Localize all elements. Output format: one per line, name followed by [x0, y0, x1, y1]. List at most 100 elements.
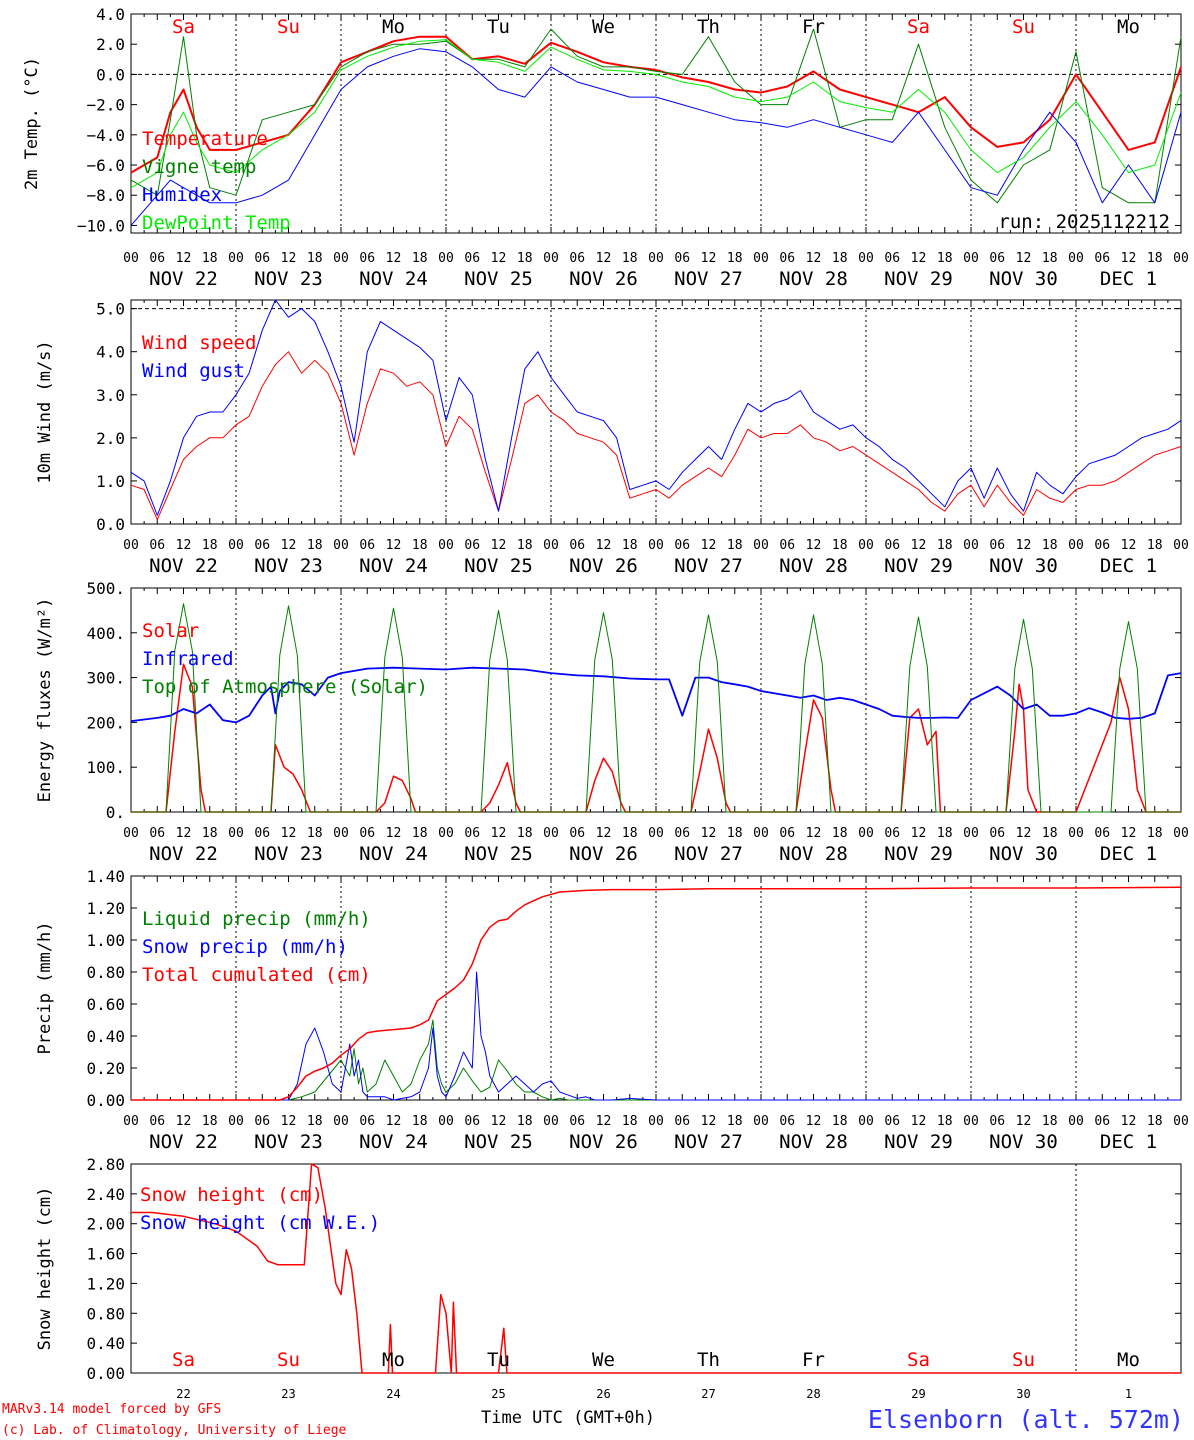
weekday-label: Th [697, 1349, 720, 1371]
hour-tick-label: 18 [517, 538, 533, 553]
hour-tick-label: 00 [1173, 251, 1189, 266]
hour-tick-label: 18 [1042, 251, 1058, 266]
hour-tick-label: 18 [622, 251, 638, 266]
y-tick-label: 5.0 [96, 300, 125, 319]
hour-tick-label: 00 [333, 251, 349, 266]
hour-tick-label: 18 [622, 538, 638, 553]
weekday-label: Sa [907, 1349, 930, 1371]
hour-tick-label: 18 [622, 826, 638, 841]
hour-tick-label: 18 [727, 1114, 743, 1129]
run-label: run: 2025112212 [998, 211, 1170, 233]
hour-tick-label: 12 [1016, 1114, 1032, 1129]
hour-tick-label: 00 [753, 538, 769, 553]
date-label: NOV 24 [359, 843, 428, 865]
hour-tick-label: 06 [989, 538, 1005, 553]
hour-tick-label: 18 [1042, 826, 1058, 841]
panel-4: 1.40 1.20 1.00 0.80 0.60 0.40 0.20 0.00 Precip (… [35, 867, 1189, 1153]
series-line-2 [131, 971, 1181, 1101]
hour-tick-label: 06 [989, 826, 1005, 841]
hour-tick-label: 12 [701, 1114, 717, 1129]
hour-tick-label: 06 [464, 251, 480, 266]
weekday-label: Su [277, 1349, 300, 1371]
hour-tick-label: 12 [386, 251, 402, 266]
date-label: NOV 29 [884, 268, 953, 290]
hour-tick-label: 00 [1173, 1114, 1189, 1129]
hour-tick-label: 00 [228, 1114, 244, 1129]
date-label: NOV 26 [569, 268, 638, 290]
hour-tick-label: 06 [674, 251, 690, 266]
hour-tick-label: 18 [412, 826, 428, 841]
hour-tick-label: 00 [543, 538, 559, 553]
date-label: NOV 30 [989, 843, 1058, 865]
hour-tick-label: 18 [307, 251, 323, 266]
hour-tick-label: 00 [858, 826, 874, 841]
hour-tick-label: 18 [1042, 1114, 1058, 1129]
hour-tick-label: 18 [517, 826, 533, 841]
weekday-label: Tu [487, 16, 510, 38]
y-tick-label: 4.0 [96, 343, 125, 362]
hour-tick-label: 06 [464, 826, 480, 841]
weekday-label: We [592, 1349, 615, 1371]
hour-tick-label: 12 [806, 1114, 822, 1129]
hour-tick-label: 06 [359, 538, 375, 553]
weekday-label: Sa [172, 1349, 195, 1371]
hour-tick-label: 18 [937, 826, 953, 841]
y-tick-label: 0.60 [86, 995, 125, 1014]
hour-tick-label: 06 [779, 251, 795, 266]
hour-tick-label: 06 [1094, 251, 1110, 266]
y-tick-label: 200. [86, 713, 125, 732]
hour-tick-label: 18 [1147, 251, 1163, 266]
hour-tick-label: 00 [963, 251, 979, 266]
legend-entry: Snow height (cm) [140, 1184, 323, 1206]
weekday-label: Su [1012, 1349, 1035, 1371]
hour-tick-label: 06 [149, 251, 165, 266]
weekday-label: Su [277, 16, 300, 38]
legend-entry: Humidex [142, 184, 222, 206]
hour-tick-label: 00 [1068, 538, 1084, 553]
hour-tick-label: 18 [202, 538, 218, 553]
weekday-label: Sa [172, 16, 195, 38]
y-tick-label: 500. [86, 579, 125, 598]
hour-tick-label: 00 [438, 1114, 454, 1129]
weekday-label: Mo [1117, 1349, 1140, 1371]
hour-tick-label: 00 [1173, 826, 1189, 841]
hour-tick-label: 06 [884, 251, 900, 266]
date-label: NOV 29 [884, 843, 953, 865]
hour-tick-label: 12 [701, 538, 717, 553]
panel-5: 2.80 2.40 2.00 1.60 1.20 0.80 0.40 0.00 Snow hei… [35, 1155, 1182, 1401]
hour-tick-label: 06 [254, 251, 270, 266]
weekday-label: Fr [802, 1349, 825, 1371]
hour-tick-label: 06 [569, 1114, 585, 1129]
hour-tick-label: 00 [228, 826, 244, 841]
hour-tick-label: 18 [412, 538, 428, 553]
date-label: NOV 29 [884, 1131, 953, 1153]
hour-tick-label: 00 [963, 538, 979, 553]
date-label: NOV 25 [464, 1131, 533, 1153]
hour-tick-label: 12 [596, 826, 612, 841]
hour-tick-label: 00 [123, 251, 139, 266]
hour-tick-label: 00 [963, 826, 979, 841]
hour-tick-label: 00 [648, 251, 664, 266]
hour-tick-label: 12 [491, 1114, 507, 1129]
y-tick-label: 2.40 [86, 1185, 125, 1204]
date-label: NOV 30 [989, 1131, 1058, 1153]
day-number-label: 23 [281, 1387, 295, 1401]
hour-tick-label: 12 [1121, 1114, 1137, 1129]
hour-tick-label: 18 [832, 251, 848, 266]
y-axis-label: Snow height (cm) [35, 1187, 55, 1351]
hour-tick-label: 06 [884, 538, 900, 553]
hour-tick-label: 00 [123, 1114, 139, 1129]
y-tick-label: 2.80 [86, 1155, 125, 1174]
hour-tick-label: 18 [412, 251, 428, 266]
day-number-label: 28 [806, 1387, 820, 1401]
hour-tick-label: 00 [753, 1114, 769, 1129]
hour-tick-label: 00 [858, 538, 874, 553]
hour-tick-label: 12 [176, 826, 192, 841]
day-number-label: 30 [1016, 1387, 1030, 1401]
hour-tick-label: 00 [648, 826, 664, 841]
hour-tick-label: 18 [202, 251, 218, 266]
hour-tick-label: 12 [1016, 251, 1032, 266]
date-label: NOV 22 [149, 843, 218, 865]
hour-tick-label: 00 [438, 251, 454, 266]
hour-tick-label: 18 [622, 1114, 638, 1129]
